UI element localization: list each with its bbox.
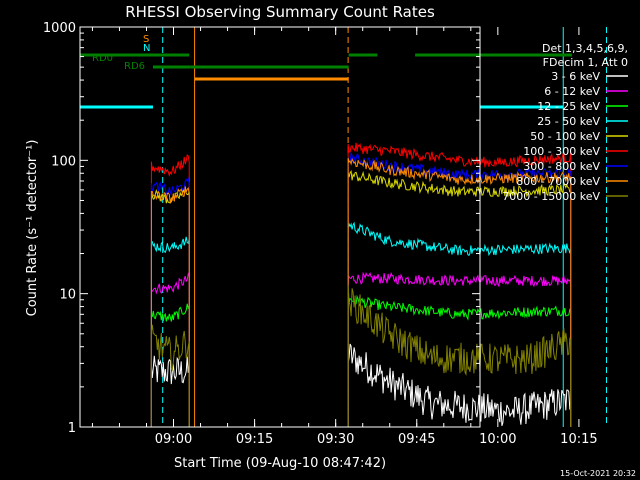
legend: Det 1,3,4,5,6,9,FDecim 1, Att 03 - 6 keV… — [502, 42, 628, 203]
flag-label: RD6 — [124, 61, 145, 72]
legend-header: FDecim 1, Att 0 — [543, 56, 628, 69]
x-tick-label: 10:00 — [479, 432, 516, 447]
y-axis-label: Count Rate (s⁻¹ detector⁻¹) — [25, 140, 40, 317]
legend-entry-label: 300 - 800 keV — [523, 160, 600, 173]
y-tick-label: 1000 — [43, 21, 76, 36]
legend-entry-label: 6 - 12 keV — [544, 85, 600, 98]
legend-entry-label: 7000 - 15000 keV — [502, 190, 600, 203]
legend-entry-label: 100 - 300 keV — [523, 145, 600, 158]
x-axis-label: Start Time (09-Aug-10 08:47:42) — [174, 456, 386, 471]
x-tick-label: 09:30 — [317, 432, 354, 447]
series-trace — [347, 294, 572, 427]
legend-entry-label: 50 - 100 keV — [530, 130, 600, 143]
series-trace — [150, 236, 190, 427]
legend-entry-label: 25 - 50 keV — [537, 115, 600, 128]
y-tick-label: 1 — [68, 421, 76, 436]
plot-frame — [79, 26, 481, 428]
legend-header: Det 1,3,4,5,6,9, — [542, 42, 628, 55]
chart-title: RHESSI Observing Summary Count Rates — [125, 3, 435, 21]
footer-timestamp: 15-Oct-2021 20:32 — [560, 469, 636, 478]
series-trace — [347, 221, 572, 427]
legend-entry-label: 800 - 7000 keV — [516, 175, 600, 188]
x-tick-label: 09:15 — [236, 432, 273, 447]
series-trace — [347, 157, 572, 427]
series-trace — [347, 169, 572, 427]
series-trace — [347, 142, 572, 427]
series-trace — [347, 285, 572, 427]
flag-label: S — [143, 34, 149, 45]
flag-label: RD0 — [92, 53, 113, 64]
series-trace — [150, 186, 190, 427]
legend-entry-label: 3 - 6 keV — [551, 70, 600, 83]
series-trace — [150, 324, 190, 427]
x-tick-label: 09:00 — [155, 432, 192, 447]
series-trace — [150, 272, 190, 427]
series-trace — [150, 154, 190, 427]
x-tick-label: 09:45 — [398, 432, 435, 447]
series-trace — [347, 343, 572, 427]
series-trace — [150, 355, 190, 427]
series-trace — [150, 176, 190, 427]
flag-label: N — [143, 43, 150, 54]
series-trace — [150, 303, 190, 427]
legend-entry-label: 12 - 25 keV — [537, 100, 600, 113]
x-tick-label: 10:15 — [560, 432, 597, 447]
series-trace — [347, 271, 572, 427]
y-tick-label: 10 — [59, 288, 76, 303]
y-tick-label: 100 — [51, 154, 76, 169]
